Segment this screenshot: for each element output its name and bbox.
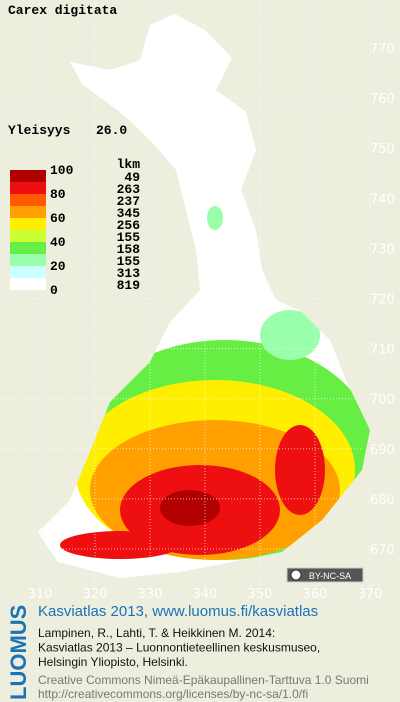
x-grid-label: 310 <box>28 587 53 602</box>
legend-scale-label: 20 <box>50 259 66 274</box>
legend-count: 819 <box>117 278 141 293</box>
license-line: http://creativecommons.org/licenses/by-n… <box>38 687 308 701</box>
headline: Kasviatlas 2013, www.luomus.fi/kasviatla… <box>38 603 318 620</box>
count-header: lkm <box>117 157 141 172</box>
legend-swatch <box>10 266 46 278</box>
y-grid-label: 690 <box>370 443 395 458</box>
frequency-label: Yleisyys <box>8 123 71 138</box>
y-grid-label: 670 <box>370 543 395 558</box>
legend-count: 155 <box>117 230 141 245</box>
legend-scale-label: 100 <box>50 163 74 178</box>
y-grid-label: 770 <box>370 42 395 57</box>
legend-swatch <box>10 254 46 266</box>
x-grid-label: 330 <box>138 587 163 602</box>
x-grid-label: 370 <box>358 587 383 602</box>
legend-count: 313 <box>117 266 141 281</box>
y-grid-label: 720 <box>370 293 395 308</box>
legend-swatch <box>10 242 46 254</box>
heat-lightgreen <box>260 310 320 360</box>
grid: 770 760 750 740 730 720 710 700 690 680 670 310 320 3… <box>0 0 395 602</box>
y-grid-label: 730 <box>370 242 395 257</box>
legend-swatch <box>10 278 46 290</box>
logo: LUOMUS <box>6 605 31 700</box>
license-badge <box>286 567 364 583</box>
legend-swatch <box>10 230 46 242</box>
y-grid-label: 740 <box>370 192 395 207</box>
legend-swatch <box>10 194 46 206</box>
heat-darkred <box>160 490 220 526</box>
x-grid-label: 320 <box>83 587 108 602</box>
y-grid-label: 680 <box>370 493 395 508</box>
legend-scale-label: 40 <box>50 235 66 250</box>
title: Carex digitata <box>8 3 117 18</box>
y-grid-label: 750 <box>370 142 395 157</box>
footer: Lampinen, R., Lahti, T. & Heikkinen M. 2… <box>38 626 369 701</box>
legend-scale-label: 60 <box>50 211 66 226</box>
legend-count: 345 <box>117 206 141 221</box>
x-grid-label: 360 <box>303 587 328 602</box>
legend-scale-label: 80 <box>50 187 66 202</box>
legend-count: 237 <box>117 194 140 209</box>
legend-count: 256 <box>117 218 141 233</box>
legend-count: 158 <box>117 242 141 257</box>
legend: 4926323734525615515815531381910080604020… <box>10 163 140 298</box>
frequency-value: 26.0 <box>96 123 127 138</box>
heat-red-east <box>275 425 325 515</box>
legend-swatch <box>10 170 46 182</box>
license-line: Creative Commons Nimeä-Epäkaupallinen-Ta… <box>38 673 369 687</box>
y-grid-label: 760 <box>370 92 395 107</box>
legend-count: 49 <box>124 170 140 185</box>
y-grid-label: 710 <box>370 343 395 358</box>
legend-scale-label: 0 <box>50 283 58 298</box>
citation-line: Helsingin Yliopisto, Helsinki. <box>38 655 188 669</box>
x-grid-label: 340 <box>193 587 218 602</box>
legend-swatch <box>10 182 46 194</box>
y-grid-label: 700 <box>370 393 395 408</box>
citation-line: Lampinen, R., Lahti, T. & Heikkinen M. 2… <box>38 626 275 640</box>
heat-red-south <box>60 531 180 559</box>
cc-icon <box>290 569 302 581</box>
x-grid-label: 350 <box>248 587 273 602</box>
license-badge-text: BY-NC-SA <box>309 571 351 581</box>
legend-swatch <box>10 206 46 218</box>
legend-count: 155 <box>117 254 141 269</box>
legend-swatch <box>10 218 46 230</box>
legend-count: 263 <box>117 182 141 197</box>
heat-north <box>207 206 223 230</box>
citation-line: Kasviatlas 2013 – Luonnontieteellinen ke… <box>38 641 320 655</box>
